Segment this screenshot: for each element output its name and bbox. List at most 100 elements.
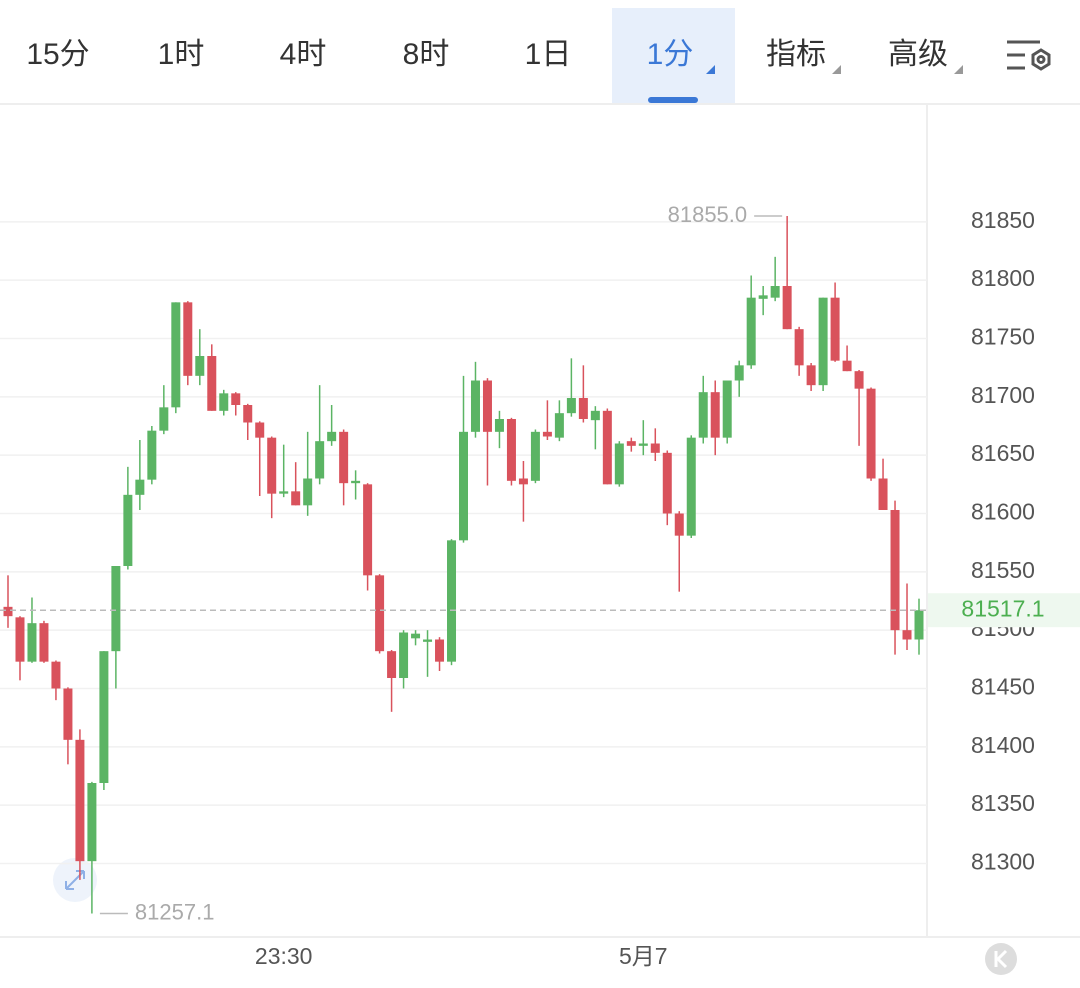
y-tick-label: 81350 bbox=[971, 790, 1035, 816]
collapse-icon bbox=[994, 949, 1008, 969]
tab-label[interactable]: 4时 bbox=[280, 38, 327, 71]
y-tick-label: 81600 bbox=[971, 499, 1035, 525]
last-price-label: 81517.1 bbox=[961, 595, 1044, 621]
tab-label[interactable]: 1分 bbox=[647, 38, 694, 71]
candle-body bbox=[387, 651, 397, 678]
candle-body bbox=[135, 479, 145, 495]
tab-label[interactable]: 1时 bbox=[158, 38, 205, 71]
candle-body bbox=[195, 356, 205, 376]
selected-tab-bg bbox=[612, 8, 735, 103]
zoom-icon bbox=[65, 870, 85, 890]
candle-body bbox=[147, 430, 157, 480]
candle-body bbox=[411, 633, 421, 639]
candle-body bbox=[530, 431, 540, 481]
candle-body bbox=[219, 393, 229, 411]
candle-body bbox=[111, 566, 121, 652]
candle-body bbox=[207, 356, 217, 411]
dropdown-triangle bbox=[954, 65, 963, 74]
candle-body bbox=[626, 441, 636, 446]
candle-body bbox=[902, 630, 912, 640]
y-tick-label: 81650 bbox=[971, 440, 1035, 466]
candle-body bbox=[327, 431, 337, 442]
candle-body bbox=[854, 371, 864, 389]
candle-body bbox=[291, 491, 301, 506]
candle-body bbox=[351, 480, 361, 484]
candle-body bbox=[279, 491, 289, 494]
candle-body bbox=[734, 365, 744, 381]
candle-body bbox=[363, 484, 373, 576]
dropdown-triangle bbox=[706, 65, 715, 74]
candle-body bbox=[339, 431, 349, 484]
candle-body bbox=[710, 392, 720, 438]
candle-body bbox=[698, 392, 708, 438]
candle-body bbox=[758, 295, 768, 299]
candle-body bbox=[482, 380, 492, 432]
candle-body bbox=[614, 443, 624, 485]
candle-body bbox=[399, 632, 409, 678]
candle-body bbox=[818, 297, 828, 386]
candle-body bbox=[75, 739, 85, 862]
y-tick-label: 81700 bbox=[971, 382, 1035, 408]
candle-body bbox=[830, 297, 840, 361]
candle-body bbox=[578, 398, 588, 419]
candle-body bbox=[782, 286, 792, 330]
dropdown-triangle bbox=[832, 65, 841, 74]
candle-body bbox=[39, 623, 49, 662]
candle-body bbox=[159, 407, 169, 431]
y-tick-label: 81850 bbox=[971, 207, 1035, 233]
annotation-label: 81257.1 bbox=[135, 899, 215, 924]
candle-body bbox=[638, 443, 648, 446]
candle-body bbox=[866, 388, 876, 479]
candle-body bbox=[566, 398, 576, 414]
candle-body bbox=[518, 478, 528, 485]
candle-body bbox=[686, 437, 696, 536]
candle-body bbox=[99, 651, 109, 783]
y-tick-label: 81800 bbox=[971, 265, 1035, 291]
tab-label[interactable]: 1日 bbox=[525, 38, 572, 71]
candle-body bbox=[15, 617, 25, 662]
candle-body bbox=[470, 380, 480, 432]
candle-body bbox=[183, 302, 193, 376]
candle-body bbox=[459, 431, 468, 541]
x-tick-label: 23:30 bbox=[255, 943, 313, 969]
y-tick-label: 81550 bbox=[971, 557, 1035, 583]
candle-body bbox=[3, 606, 13, 617]
candle-body bbox=[914, 610, 924, 640]
candle-body bbox=[123, 494, 133, 566]
candle-body bbox=[590, 410, 600, 421]
candle-body bbox=[806, 365, 816, 386]
selected-tab-underline bbox=[648, 97, 698, 103]
candle-body bbox=[650, 443, 660, 453]
candle-body bbox=[890, 510, 900, 631]
candle-body bbox=[722, 380, 732, 438]
candle-body bbox=[794, 329, 804, 366]
candle-body bbox=[602, 410, 612, 485]
tab-label[interactable]: 8时 bbox=[403, 38, 450, 71]
candle-body bbox=[506, 419, 516, 481]
candle-body bbox=[27, 623, 37, 662]
candle-body bbox=[87, 783, 97, 862]
candle-body bbox=[315, 441, 325, 479]
collapse-button[interactable] bbox=[985, 943, 1017, 975]
candle-body bbox=[542, 431, 552, 437]
tab-label[interactable]: 15分 bbox=[26, 38, 89, 71]
candle-body bbox=[435, 639, 445, 662]
candle-body bbox=[554, 413, 564, 438]
candle-body bbox=[231, 393, 241, 405]
candle-body bbox=[842, 360, 852, 372]
y-tick-label: 81300 bbox=[971, 849, 1035, 875]
candle-body bbox=[674, 513, 684, 536]
candle-body bbox=[447, 540, 457, 662]
candle-body bbox=[267, 437, 277, 494]
candle-body bbox=[255, 422, 265, 438]
candle-body bbox=[878, 478, 888, 510]
tab-label[interactable]: 指标 bbox=[766, 38, 826, 71]
tab-label[interactable]: 高级 bbox=[888, 38, 948, 71]
candle-body bbox=[63, 688, 73, 740]
candle-body bbox=[375, 575, 385, 652]
y-tick-label: 81750 bbox=[971, 324, 1035, 350]
settings-icon[interactable] bbox=[1007, 40, 1051, 71]
x-tick-label: 5月7 bbox=[619, 943, 668, 969]
candle-body bbox=[303, 478, 313, 506]
